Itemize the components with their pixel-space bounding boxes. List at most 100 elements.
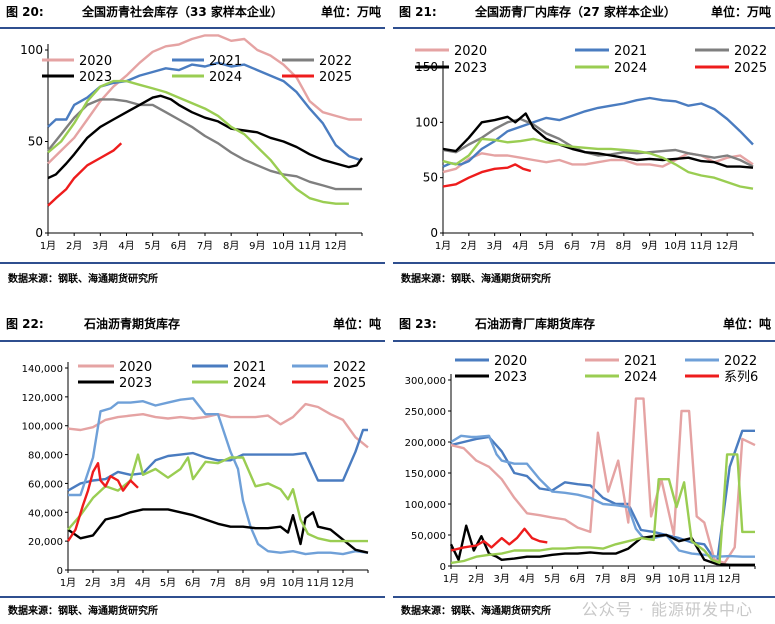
bottom-rule [393, 262, 775, 264]
y-tick-label: 50 [28, 135, 43, 149]
legend-label-2023: 2023 [119, 376, 152, 391]
x-tick-label: 9月 [645, 573, 661, 585]
unit-label: 单位：吨 [332, 317, 381, 331]
y-tick-label: 60,000 [28, 479, 63, 490]
x-tick-label: 8月 [616, 240, 632, 252]
series-line-2025 [442, 163, 532, 188]
series-line-2021 [442, 96, 754, 168]
x-tick-label: 2月 [66, 240, 82, 252]
title-rule [0, 27, 385, 29]
figure-number: 图 22: [6, 317, 44, 331]
x-tick-label: 8月 [235, 577, 251, 589]
series-line-2022 [68, 397, 369, 556]
unit-label: 单位：万吨 [710, 5, 771, 19]
y-tick-label: 100 [20, 43, 43, 57]
x-tick-label: 3月 [486, 240, 502, 252]
series-line-2021 [47, 61, 360, 161]
legend-label-2022: 2022 [333, 360, 366, 375]
series-line-2023 [47, 94, 363, 180]
series-line-2020 [67, 402, 369, 449]
watermark-text: 公众号 · 能源研发中心 [581, 600, 753, 619]
panel-title: 图 21: 全国沥青厂内库存（27 家样本企业） 单位：万吨 [393, 0, 775, 20]
x-tick-label: 11月 [693, 573, 716, 585]
y-tick-label: 120,000 [22, 393, 63, 404]
x-tick-label: 3月 [493, 573, 509, 585]
x-tick-label: 8月 [620, 573, 636, 585]
y-tick-label: 200,000 [405, 438, 446, 449]
x-tick-label: 1月 [40, 240, 56, 252]
y-tick-label: 0 [35, 226, 43, 240]
x-tick-label: 6月 [171, 240, 187, 252]
series-line-2023 [449, 524, 755, 566]
x-tick-label: 5月 [144, 240, 160, 252]
x-tick-label: 2月 [85, 577, 101, 589]
chart-panel-23: 图 23: 石油沥青厂库期货库存 单位：吨 0 50,000 100,000 150,… [393, 312, 775, 624]
title-rule [393, 340, 775, 342]
x-tick-label: 6月 [564, 240, 580, 252]
legend-label-2020: 2020 [494, 354, 527, 369]
legend-label-2021: 2021 [614, 44, 647, 59]
series-line-2022 [47, 98, 362, 191]
x-tick-label: 7月 [210, 577, 226, 589]
x-tick-label: 9月 [641, 240, 657, 252]
chart-panel-22: 图 22: 石油沥青期货库存 单位：吨 0 20,000 40,000 60,000 8… [0, 312, 385, 624]
chart-panel-20: 图 20: 全国沥青社会库存（33 家样本企业） 单位：万吨 0 50 100 1月 2… [0, 0, 385, 292]
legend-label-2025: 2025 [319, 70, 352, 85]
legend-label-2022: 2022 [724, 354, 757, 369]
panel-title: 图 22: 石油沥青期货库存 单位：吨 [0, 312, 385, 332]
y-tick-label: 100,000 [22, 422, 63, 433]
legend-label-2025: 2025 [734, 61, 767, 76]
chart-title: 石油沥青期货库存 [84, 317, 181, 331]
x-tick-label: 5月 [538, 240, 554, 252]
series-line-2024 [442, 137, 754, 190]
y-tick-label: 50,000 [411, 531, 446, 542]
series-line-2023 [67, 508, 369, 554]
title-rule [0, 340, 385, 342]
x-tick-label: 6月 [569, 573, 585, 585]
y-tick-label: 0 [57, 566, 63, 577]
panel-title: 图 23: 石油沥青厂库期货库存 单位：吨 [393, 312, 775, 332]
x-tick-label: 7月 [595, 573, 611, 585]
source-note: 数据来源：钢联、海通期货研究所 [401, 274, 551, 285]
x-tick-label: 7月 [197, 240, 213, 252]
figure-number: 图 23: [399, 317, 437, 331]
x-tick-label: 10月 [668, 573, 691, 585]
x-tick-label: 3月 [110, 577, 126, 589]
bottom-rule [393, 596, 775, 598]
chart-svg: 0 20,000 40,000 60,000 80,000 100,000 120,000 1… [22, 360, 369, 589]
unit-label: 单位：吨 [722, 317, 771, 331]
x-tick-label: 4月 [118, 240, 134, 252]
y-tick-label: 100,000 [405, 500, 446, 511]
figure-number: 图 20: [6, 5, 44, 19]
x-tick-label: 11月 [307, 577, 330, 589]
chart-title: 全国沥青厂内库存（27 家样本企业） [475, 5, 676, 19]
series-line-2024 [67, 453, 368, 543]
x-tick-label: 12月 [332, 577, 355, 589]
series-line-2021 [450, 397, 756, 565]
legend-label-2021: 2021 [624, 354, 657, 369]
y-tick-label: 50 [423, 171, 438, 185]
x-tick-label: 4月 [519, 573, 535, 585]
x-tick-label: 5月 [544, 573, 560, 585]
source-note: 数据来源：钢联、海通期货研究所 [401, 606, 551, 617]
x-tick-label: 7月 [590, 240, 606, 252]
bottom-rule [0, 596, 385, 598]
chart-title: 石油沥青厂库期货库存 [475, 317, 596, 331]
legend-label-2022: 2022 [319, 54, 352, 69]
legend-label-2023: 2023 [454, 61, 487, 76]
figure-number: 图 21: [399, 5, 437, 19]
x-tick-label: 1月 [60, 577, 76, 589]
x-tick-label: 12月 [716, 240, 739, 252]
x-tick-label: 10月 [272, 240, 295, 252]
series-line-2022 [450, 434, 755, 558]
x-tick-label: 3月 [92, 240, 108, 252]
x-tick-label: 11月 [298, 240, 321, 252]
legend-label-2021: 2021 [209, 54, 242, 69]
legend-label-2023: 2023 [79, 70, 112, 85]
y-tick-label: 250,000 [405, 407, 446, 418]
y-tick-label: 150,000 [405, 469, 446, 480]
title-rule [393, 27, 775, 29]
series-line-2024 [47, 79, 349, 205]
